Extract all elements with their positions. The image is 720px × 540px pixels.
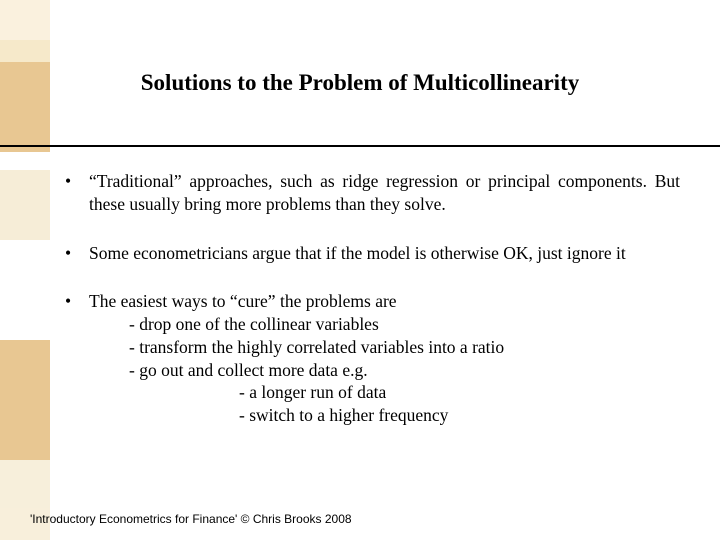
bullet-marker: •	[65, 290, 89, 427]
slide-title: Solutions to the Problem of Multicolline…	[0, 70, 720, 96]
bullet-text: The easiest ways to “cure” the problems …	[89, 290, 680, 427]
bullet-item: • “Traditional” approaches, such as ridg…	[65, 170, 680, 216]
bullet-item: • Some econometricians argue that if the…	[65, 242, 680, 265]
bullet-marker: •	[65, 242, 89, 265]
content-area: • “Traditional” approaches, such as ridg…	[65, 170, 680, 427]
bullet-text: Some econometricians argue that if the m…	[89, 242, 680, 265]
bullet-lead: The easiest ways to “cure” the problems …	[89, 291, 397, 311]
sub-item: - transform the highly correlated variab…	[129, 336, 680, 359]
subsub-item: - a longer run of data	[239, 381, 680, 404]
subsub-item: - switch to a higher frequency	[239, 404, 680, 427]
bullet-marker: •	[65, 170, 89, 216]
bullet-item: • The easiest ways to “cure” the problem…	[65, 290, 680, 427]
bullet-text: “Traditional” approaches, such as ridge …	[89, 170, 680, 216]
footer-text: 'Introductory Econometrics for Finance' …	[30, 512, 352, 526]
sub-item: - drop one of the collinear variables	[129, 313, 680, 336]
sub-item: - go out and collect more data e.g.	[129, 359, 680, 382]
horizontal-rule	[0, 145, 720, 147]
title-area: Solutions to the Problem of Multicolline…	[0, 70, 720, 96]
